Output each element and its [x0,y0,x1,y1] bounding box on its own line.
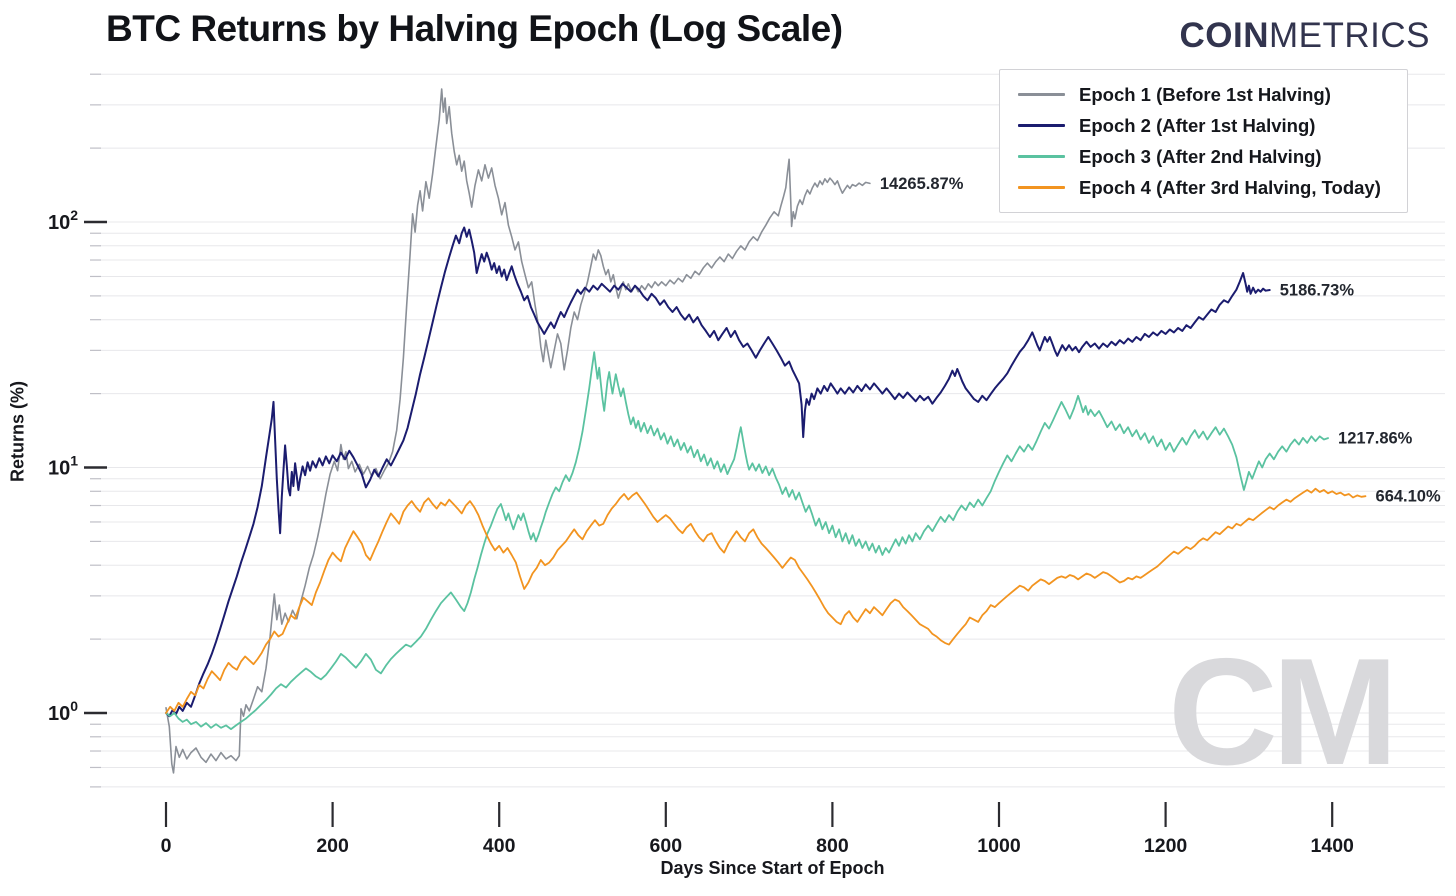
end-annotation-epoch-2: 5186.73% [1280,281,1355,299]
legend-swatch-epoch-4 [1018,186,1065,189]
series-line-epoch-2 [165,226,1271,718]
y-axis-label: Returns (%) [7,381,28,483]
page-title: BTC Returns by Halving Epoch (Log Scale) [106,8,843,49]
y-tick-label: 100 [48,698,78,725]
logo-coin-text: COIN [1179,16,1269,55]
legend-swatch-epoch-3 [1018,155,1065,158]
cm-watermark: CM [1168,627,1398,797]
x-tick-label: 200 [316,835,349,857]
legend-swatch-epoch-2 [1018,124,1065,127]
legend-item-epoch-2: Epoch 2 (After 1st Halving) [1012,110,1395,141]
y-tick-label: 101 [48,453,78,480]
legend-item-epoch-1: Epoch 1 (Before 1st Halving) [1012,79,1395,110]
legend-label-epoch-2: Epoch 2 (After 1st Halving) [1079,114,1316,136]
end-annotation-epoch-1: 14265.87% [880,175,964,193]
coinmetrics-logo: COINMETRICS [1180,16,1431,56]
series-line-epoch-1 [165,88,871,774]
x-tick-label: 1000 [977,835,1021,857]
x-axis-label: Days Since Start of Epoch [660,858,885,878]
series-line-epoch-3 [165,351,1329,730]
x-tick-label: 1200 [1144,835,1188,857]
legend-swatch-epoch-1 [1018,93,1065,96]
legend-item-epoch-3: Epoch 3 (After 2nd Halving) [1012,141,1395,172]
series-line-epoch-4 [165,487,1367,714]
legend: Epoch 1 (Before 1st Halving) Epoch 2 (Af… [999,69,1408,213]
legend-label-epoch-1: Epoch 1 (Before 1st Halving) [1079,83,1331,105]
legend-label-epoch-3: Epoch 3 (After 2nd Halving) [1079,145,1322,167]
y-tick-label: 102 [48,207,78,234]
legend-label-epoch-4: Epoch 4 (After 3rd Halving, Today) [1079,176,1381,198]
logo-metrics-text: METRICS [1269,16,1430,55]
x-tick-label: 400 [483,835,516,857]
legend-item-epoch-4: Epoch 4 (After 3rd Halving, Today) [1012,172,1395,203]
x-tick-label: 800 [816,835,849,857]
x-tick-label: 0 [161,835,172,857]
end-annotation-epoch-3: 1217.86% [1338,430,1413,448]
x-tick-label: 600 [650,835,683,857]
end-annotation-epoch-4: 664.10% [1376,488,1441,506]
x-tick-label: 1400 [1311,835,1355,857]
